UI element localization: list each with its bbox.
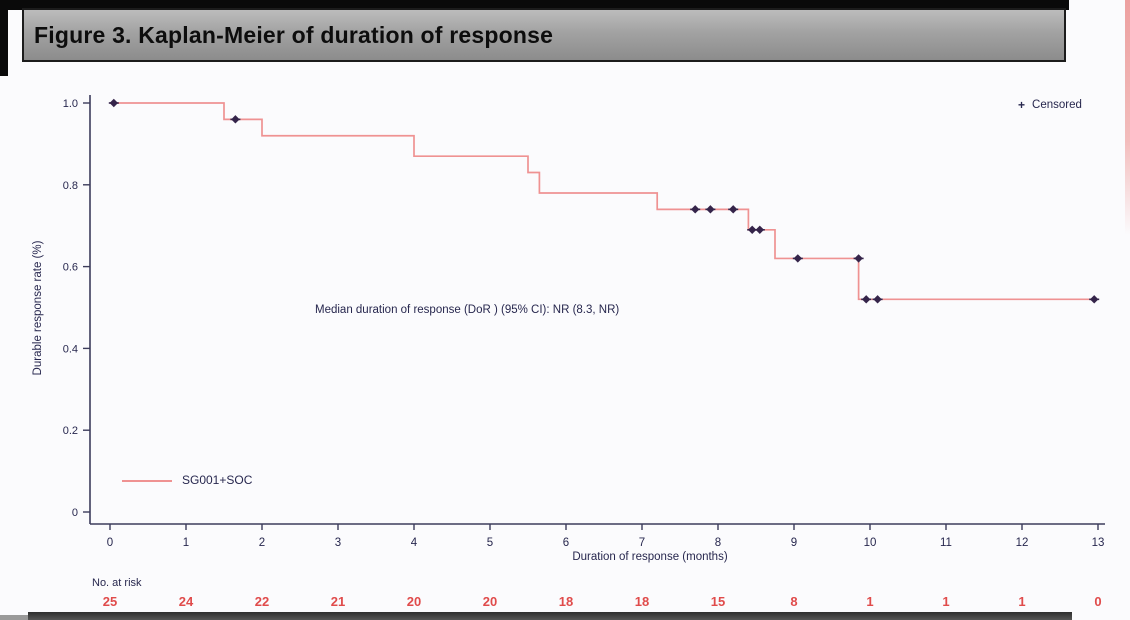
risk-count: 1 bbox=[942, 594, 949, 609]
x-tick-label: 12 bbox=[1016, 537, 1029, 549]
y-tick-label: 0.2 bbox=[63, 425, 78, 437]
censored-legend-label: Censored bbox=[1032, 99, 1082, 111]
risk-count: 25 bbox=[103, 594, 117, 609]
risk-count: 22 bbox=[255, 594, 269, 609]
x-tick-label: 0 bbox=[107, 537, 113, 549]
risk-count: 21 bbox=[331, 594, 345, 609]
x-tick-label: 10 bbox=[864, 537, 877, 549]
series-legend-line bbox=[122, 480, 172, 482]
y-tick-label: 1.0 bbox=[63, 98, 78, 110]
y-tick-label: 0.6 bbox=[63, 262, 78, 274]
x-tick-label: 6 bbox=[563, 537, 569, 549]
x-tick-label: 8 bbox=[715, 537, 721, 549]
no-at-risk-label: No. at risk bbox=[92, 577, 142, 589]
risk-count: 20 bbox=[483, 594, 497, 609]
figure-title-bar: Figure 3. Kaplan-Meier of duration of re… bbox=[22, 8, 1066, 62]
x-tick-label: 3 bbox=[335, 537, 341, 549]
x-tick-label: 11 bbox=[940, 537, 952, 549]
axes bbox=[89, 95, 1105, 525]
x-tick-label: 5 bbox=[487, 537, 493, 549]
series-legend-label: SG001+SOC bbox=[182, 473, 253, 487]
x-tick-label: 2 bbox=[259, 537, 265, 549]
km-curve bbox=[110, 102, 1095, 301]
risk-count: 8 bbox=[790, 594, 797, 609]
top-edge-bar bbox=[0, 0, 1069, 10]
x-tick-label: 1 bbox=[183, 537, 189, 549]
median-dor-annotation: Median duration of response (DoR ) (95% … bbox=[315, 304, 620, 316]
risk-count: 15 bbox=[711, 594, 725, 609]
x-axis-label: Duration of response (months) bbox=[572, 551, 728, 563]
risk-count: 20 bbox=[407, 594, 421, 609]
plus-icon: + bbox=[1018, 98, 1026, 112]
risk-count: 0 bbox=[1094, 594, 1101, 609]
right-edge-artifact bbox=[1125, 0, 1130, 235]
left-edge-bar bbox=[0, 0, 8, 76]
y-tick-label: 0 bbox=[72, 507, 78, 519]
x-tick-label: 7 bbox=[639, 537, 645, 549]
x-tick-label: 4 bbox=[411, 537, 418, 549]
y-tick-label: 0.4 bbox=[63, 343, 78, 355]
figure-title: Figure 3. Kaplan-Meier of duration of re… bbox=[34, 21, 554, 48]
bottom-edge-bar bbox=[28, 612, 1072, 620]
risk-count: 1 bbox=[866, 594, 873, 609]
x-tick-label: 13 bbox=[1092, 537, 1105, 549]
y-axis-label: Durable response rate (%) bbox=[32, 240, 44, 376]
risk-count: 1 bbox=[1018, 594, 1025, 609]
censored-legend: + Censored bbox=[1018, 99, 1082, 111]
x-tick-label: 9 bbox=[791, 537, 797, 549]
risk-count: 24 bbox=[179, 594, 194, 609]
y-tick-label: 0.8 bbox=[63, 180, 78, 192]
risk-count: 18 bbox=[635, 594, 649, 609]
risk-count: 18 bbox=[559, 594, 573, 609]
bottom-edge-bar-left bbox=[0, 615, 28, 620]
